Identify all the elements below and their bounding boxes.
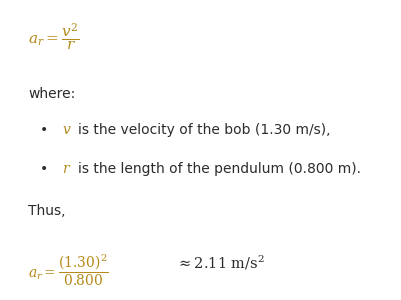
Text: $v$: $v$ xyxy=(62,123,72,137)
Text: is the length of the pendulum (0.800 m).: is the length of the pendulum (0.800 m). xyxy=(78,162,361,176)
Text: $\approx 2.11\ \mathrm{m/s^2}$: $\approx 2.11\ \mathrm{m/s^2}$ xyxy=(176,254,265,272)
Text: $r$: $r$ xyxy=(62,162,71,176)
Text: $a_r = \dfrac{v^2}{r}$: $a_r = \dfrac{v^2}{r}$ xyxy=(28,21,80,52)
Text: •: • xyxy=(40,162,49,176)
Text: •: • xyxy=(40,123,49,137)
Text: $a_r = \dfrac{(1.30)^2}{0.800}$: $a_r = \dfrac{(1.30)^2}{0.800}$ xyxy=(28,252,109,288)
Text: is the velocity of the bob (1.30 m/s),: is the velocity of the bob (1.30 m/s), xyxy=(78,123,331,137)
Text: where:: where: xyxy=(28,87,75,101)
Text: Thus,: Thus, xyxy=(28,204,66,218)
